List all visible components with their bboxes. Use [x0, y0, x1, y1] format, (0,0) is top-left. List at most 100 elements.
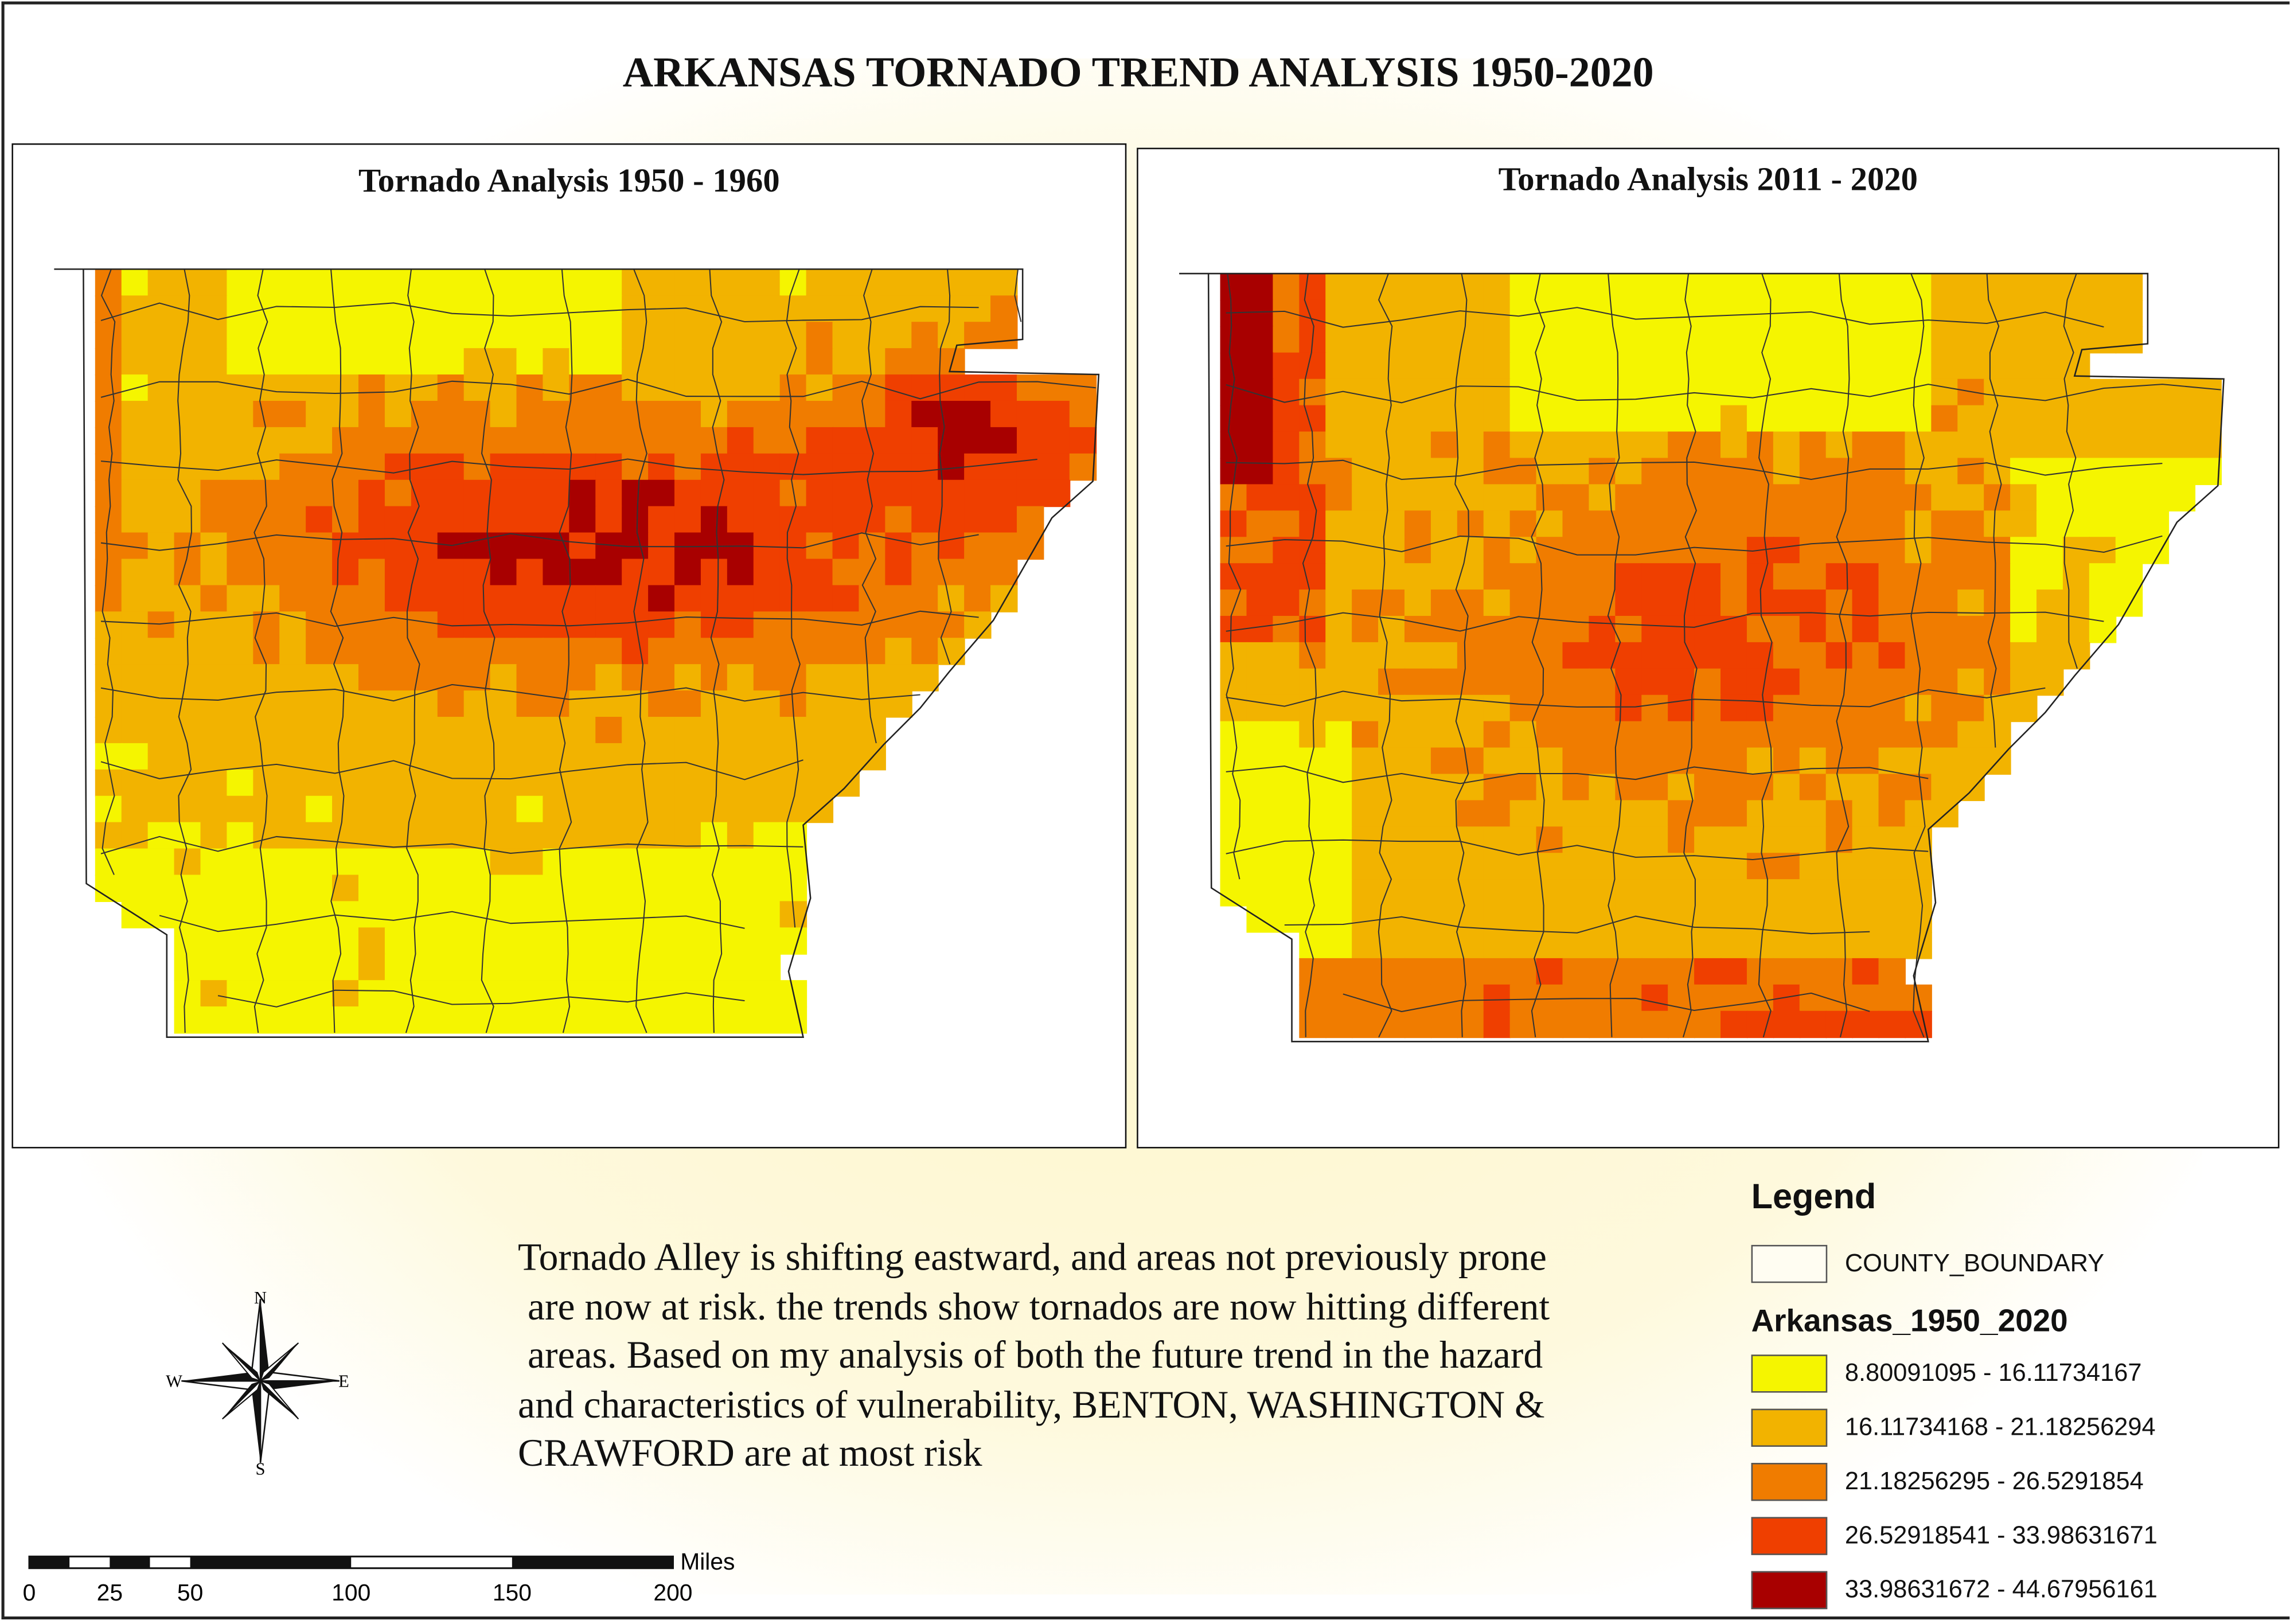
raster-cell: [411, 795, 439, 823]
raster-cell: [1325, 853, 1353, 880]
raster-cell: [358, 927, 386, 955]
raster-cell: [2089, 590, 2117, 617]
raster-cell: [200, 717, 228, 744]
raster-cell: [1536, 484, 1564, 512]
raster-cell: [1220, 826, 1247, 854]
raster-cell: [1430, 1010, 1458, 1039]
raster-cell: [147, 822, 175, 850]
raster-cell: [595, 848, 623, 876]
raster-cell: [595, 875, 623, 902]
raster-cell: [1404, 563, 1432, 591]
raster-cell: [1668, 563, 1695, 591]
raster-cell: [1325, 879, 1353, 907]
raster-cell: [569, 295, 596, 323]
raster-cell: [1641, 484, 1669, 512]
tornado-map-1950-1960: [54, 268, 1100, 1038]
raster-cell: [622, 506, 649, 534]
raster-cell: [911, 295, 939, 323]
raster-cell: [674, 664, 702, 692]
raster-cell: [2168, 431, 2196, 459]
raster-cell: [2010, 563, 2038, 591]
raster-cell: [622, 479, 649, 508]
raster-cell: [595, 585, 623, 612]
raster-cell: [1589, 510, 1616, 538]
raster-cell: [411, 348, 439, 376]
raster-cell: [1043, 427, 1071, 455]
raster-cell: [1509, 826, 1538, 854]
raster-cell: [1694, 458, 1722, 485]
raster-cell: [463, 980, 491, 1008]
raster-cell: [1404, 537, 1432, 564]
raster-cell: [253, 664, 280, 692]
raster-cell: [1668, 853, 1695, 880]
raster-cell: [1220, 853, 1247, 880]
raster-cell: [1536, 431, 1564, 459]
raster-cell: [1878, 563, 1906, 591]
raster-cell: [1562, 274, 1590, 301]
raster-cell: [279, 479, 307, 508]
raster-cell: [2010, 642, 2038, 670]
raster-cell: [990, 585, 1018, 612]
raster-cell: [674, 638, 702, 665]
raster-cell: [2141, 458, 2170, 485]
raster-cell: [1641, 642, 1669, 670]
raster-cell: [1615, 590, 1643, 617]
raster-cell: [227, 374, 254, 402]
raster-cell: [200, 901, 228, 928]
legend-swatch: [1751, 1571, 1828, 1610]
raster-cell: [121, 506, 149, 534]
raster-cell: [1325, 590, 1353, 617]
raster-cell: [779, 295, 807, 323]
raster-cell: [437, 453, 465, 481]
raster-cell: [1825, 484, 1854, 512]
raster-cell: [1825, 932, 1854, 959]
raster-cell: [147, 611, 175, 639]
raster-cell: [1509, 615, 1538, 643]
raster-cell: [1043, 400, 1071, 428]
raster-cell: [1352, 326, 1379, 354]
raster-cell: [1694, 721, 1722, 749]
raster-cell: [1430, 747, 1458, 775]
raster-cell: [700, 743, 728, 771]
raster-cell: [174, 717, 202, 744]
raster-cell: [1878, 1010, 1906, 1039]
raster-cell: [384, 875, 412, 902]
raster-cell: [121, 743, 149, 771]
raster-cell: [859, 638, 886, 665]
raster-cell: [437, 980, 465, 1008]
raster-cell: [885, 427, 912, 455]
raster-cell: [727, 690, 755, 718]
raster-cell: [990, 532, 1018, 560]
raster-cell: [1984, 458, 2011, 485]
raster-cell: [674, 822, 702, 850]
raster-cell: [1562, 800, 1590, 827]
raster-cell: [490, 875, 518, 902]
raster-cell: [859, 559, 886, 586]
raster-cell: [1457, 853, 1485, 880]
raster-cell: [332, 743, 360, 771]
raster-cell: [648, 479, 676, 508]
raster-cell: [753, 453, 781, 481]
raster-cell: [1246, 299, 1274, 327]
raster-cell: [1562, 853, 1590, 880]
raster-cell: [463, 348, 491, 376]
raster-cell: [306, 717, 333, 744]
raster-cell: [1509, 853, 1538, 880]
raster-cell: [1246, 405, 1274, 433]
raster-cell: [358, 795, 386, 823]
raster-cell: [1536, 274, 1564, 301]
raster-cell: [200, 638, 228, 665]
raster-cell: [885, 506, 912, 534]
raster-cell: [227, 875, 254, 902]
raster-cell: [253, 717, 280, 744]
raster-cell: [1509, 879, 1538, 907]
page-title: ARKANSAS TORNADO TREND ANALYSIS 1950-202…: [622, 49, 1654, 97]
raster-cell: [411, 611, 439, 639]
raster-cell: [1984, 378, 2011, 407]
raster-cell: [516, 743, 544, 771]
raster-cell: [1799, 984, 1827, 1012]
raster-cell: [543, 822, 570, 850]
legend-label: COUNTY_BOUNDARY: [1844, 1249, 2105, 1278]
raster-cell: [121, 848, 149, 876]
raster-cell: [516, 717, 544, 744]
